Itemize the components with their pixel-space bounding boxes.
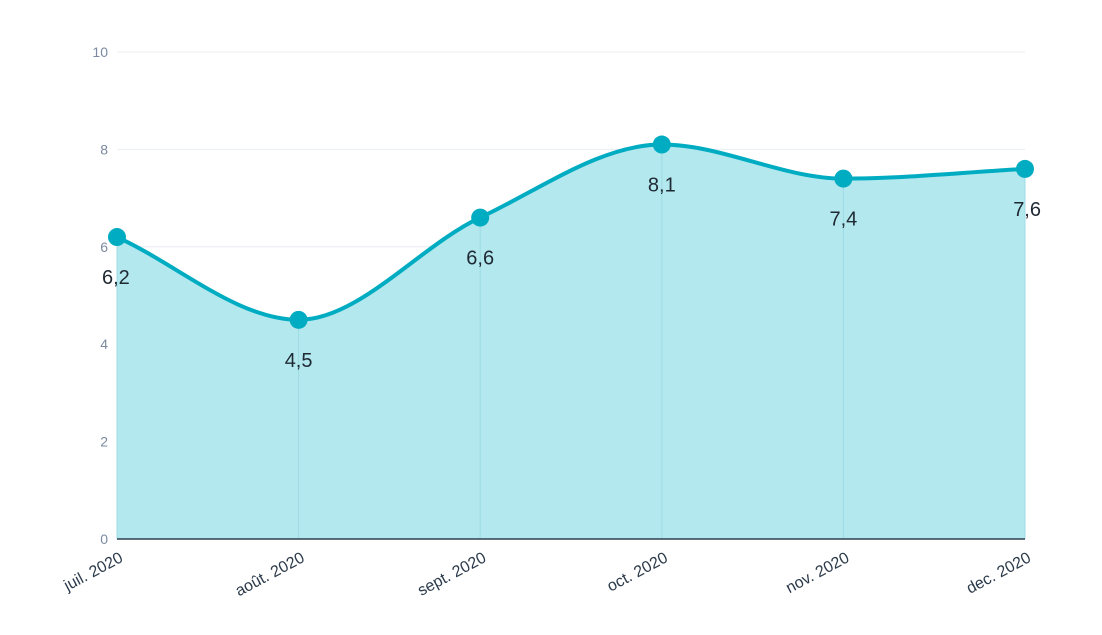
data-point[interactable] [289,310,308,329]
drop-lines [116,144,1026,539]
y-tick-label: 2 [100,434,108,450]
data-point[interactable] [108,228,126,247]
y-tick-label: 6 [100,239,108,255]
data-label: 4,5 [285,350,313,372]
area-layer [117,144,1025,539]
data-point[interactable] [834,169,853,188]
x-tick-label: sept. 2020 [415,549,489,599]
x-tick-label: juil. 2020 [60,549,126,595]
x-tick-label: dec. 2020 [964,549,1034,597]
y-tick-label: 8 [100,141,108,157]
y-axis-ticks: 0 2 4 6 8 10 [92,44,108,547]
y-tick-label: 0 [100,531,108,547]
x-tick-label: août. 2020 [233,549,308,600]
data-label: 7,6 [1013,199,1041,221]
data-label: 6,6 [466,248,494,270]
series-line [115,142,1027,322]
y-tick-label: 10 [92,44,108,60]
data-labels: 6,2 4,5 6,6 8,1 7,4 7,6 [102,175,1041,372]
data-label: 6,2 [102,267,130,289]
x-tick-label: nov. 2020 [783,549,852,596]
x-tick-label: oct. 2020 [605,549,671,595]
data-label: 8,1 [648,175,676,197]
area-fill [117,144,1025,539]
data-point[interactable] [652,135,671,154]
data-point[interactable] [1016,159,1034,178]
data-label: 7,4 [829,209,857,231]
y-tick-label: 4 [100,336,108,352]
data-point[interactable] [471,208,490,227]
markers [108,135,1034,329]
line-layer [115,142,1027,322]
x-axis-ticks: juil. 2020 août. 2020 sept. 2020 oct. 2020 n… [60,549,1034,600]
